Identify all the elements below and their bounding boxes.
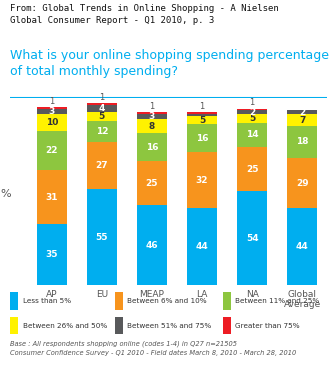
- Text: Between 26% and 50%: Between 26% and 50%: [23, 323, 107, 329]
- Text: What is your online shopping spending percentage
of total monthly spending?: What is your online shopping spending pe…: [10, 49, 329, 79]
- Bar: [87, 121, 117, 142]
- Text: 29: 29: [296, 179, 309, 188]
- Text: 55: 55: [96, 233, 108, 242]
- Bar: [187, 116, 217, 124]
- Bar: [37, 131, 67, 170]
- Text: 3: 3: [49, 107, 55, 116]
- Bar: [37, 109, 67, 114]
- Bar: [237, 109, 267, 110]
- Bar: [87, 189, 117, 285]
- Bar: [137, 114, 167, 119]
- Text: 1: 1: [149, 102, 155, 111]
- Bar: [223, 317, 230, 334]
- Text: 46: 46: [146, 241, 158, 250]
- Text: 1: 1: [49, 97, 54, 106]
- Text: Base : All respondents shopping online (codes 1-4) in Q27 n=21505
Consumer Confi: Base : All respondents shopping online (…: [10, 340, 296, 356]
- Text: 1: 1: [199, 102, 205, 111]
- Text: 8: 8: [149, 122, 155, 131]
- Bar: [37, 170, 67, 224]
- Text: 16: 16: [146, 143, 158, 152]
- Bar: [137, 161, 167, 205]
- Bar: [37, 114, 67, 131]
- Bar: [115, 292, 123, 310]
- Text: 54: 54: [246, 234, 259, 243]
- Text: Between 11% and 25%: Between 11% and 25%: [235, 298, 320, 304]
- Text: %: %: [0, 188, 11, 199]
- Text: Between 51% and 75%: Between 51% and 75%: [128, 323, 212, 329]
- Text: 44: 44: [296, 242, 309, 251]
- Bar: [87, 142, 117, 189]
- Bar: [223, 292, 230, 310]
- Text: 7: 7: [299, 115, 306, 125]
- Bar: [287, 114, 317, 126]
- Text: 18: 18: [296, 137, 309, 146]
- Bar: [87, 112, 117, 121]
- Text: 25: 25: [246, 165, 259, 174]
- Bar: [87, 103, 117, 105]
- Bar: [287, 208, 317, 285]
- Text: 32: 32: [196, 176, 208, 185]
- Bar: [137, 133, 167, 161]
- Text: 4: 4: [99, 104, 105, 113]
- Bar: [237, 114, 267, 123]
- Bar: [10, 292, 18, 310]
- Text: 2: 2: [249, 108, 255, 117]
- Text: 14: 14: [246, 131, 259, 140]
- Bar: [137, 119, 167, 133]
- Bar: [237, 147, 267, 191]
- Bar: [115, 317, 123, 334]
- Text: 2: 2: [299, 108, 305, 117]
- Bar: [137, 205, 167, 285]
- Bar: [37, 224, 67, 285]
- Bar: [187, 112, 217, 114]
- Text: 22: 22: [45, 146, 58, 155]
- Text: 10: 10: [45, 118, 58, 127]
- Bar: [287, 110, 317, 114]
- Text: 31: 31: [45, 192, 58, 201]
- Text: 3: 3: [149, 112, 155, 121]
- Bar: [187, 124, 217, 152]
- Text: 12: 12: [96, 127, 108, 136]
- Text: 25: 25: [146, 179, 158, 188]
- Bar: [287, 126, 317, 158]
- Text: 16: 16: [196, 134, 208, 143]
- Bar: [37, 107, 67, 109]
- Text: 5: 5: [249, 114, 255, 123]
- Text: Between 6% and 10%: Between 6% and 10%: [128, 298, 207, 304]
- Bar: [287, 158, 317, 208]
- Bar: [87, 105, 117, 112]
- Bar: [237, 123, 267, 147]
- Bar: [187, 208, 217, 285]
- Text: From: Global Trends in Online Shopping - A Nielsen
Global Consumer Report - Q1 2: From: Global Trends in Online Shopping -…: [10, 4, 279, 25]
- Text: 1: 1: [249, 98, 255, 107]
- Text: 35: 35: [45, 250, 58, 259]
- Bar: [237, 191, 267, 285]
- Text: 44: 44: [196, 242, 208, 251]
- Text: 5: 5: [199, 115, 205, 125]
- Bar: [137, 112, 167, 114]
- Text: 5: 5: [99, 112, 105, 121]
- Text: Greater than 75%: Greater than 75%: [235, 323, 300, 329]
- Bar: [187, 152, 217, 208]
- Text: 27: 27: [96, 161, 108, 170]
- Bar: [10, 317, 18, 334]
- Bar: [187, 114, 217, 116]
- Bar: [237, 110, 267, 114]
- Text: Less than 5%: Less than 5%: [23, 298, 71, 304]
- Text: 1: 1: [99, 93, 105, 102]
